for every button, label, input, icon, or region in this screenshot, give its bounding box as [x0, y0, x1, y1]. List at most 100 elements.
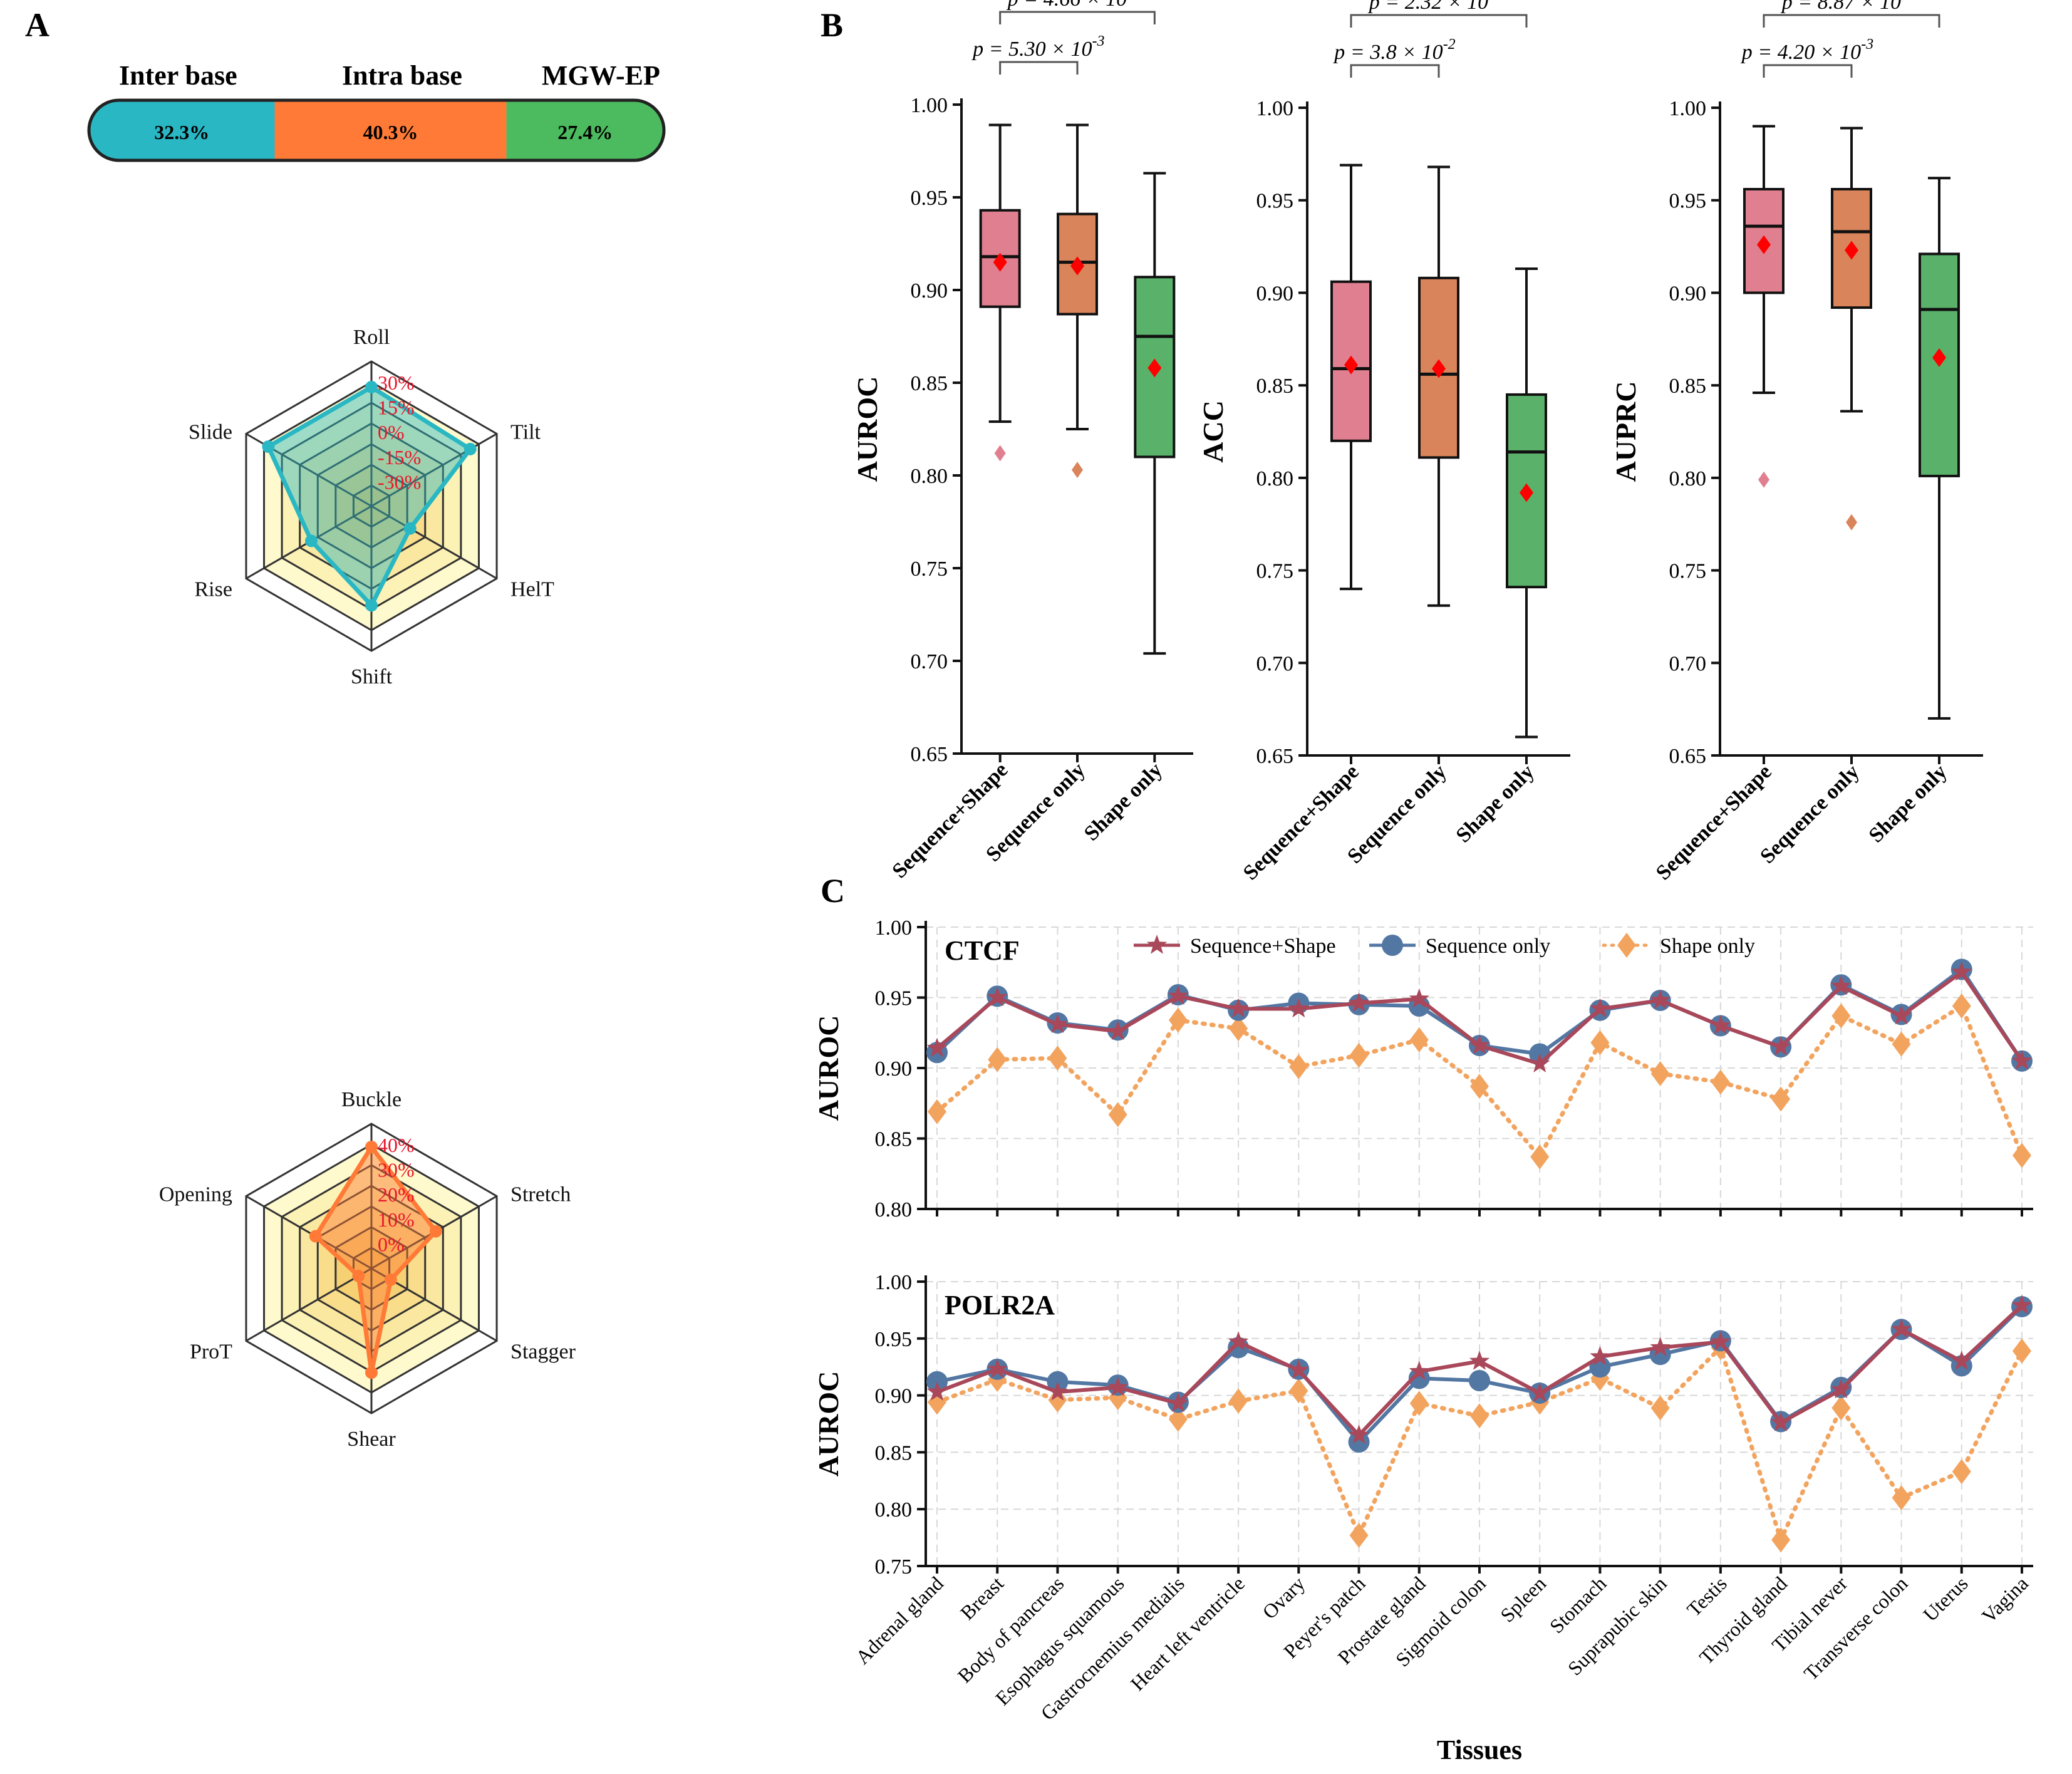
box-outlier [1758, 471, 1769, 488]
composition-value-mgw: 27.4% [557, 121, 613, 143]
y-tick-label: 0.90 [875, 1057, 913, 1081]
point-sequence-shape [1650, 990, 1671, 1009]
radar-axis-label-tilt: Tilt [510, 421, 541, 444]
point-sequence-only [1408, 1367, 1430, 1389]
y-tick-label: 0.95 [1256, 190, 1294, 213]
y-tick-label: 1.00 [875, 916, 913, 940]
y-tick-label: 0.65 [1256, 745, 1294, 768]
significance-bracket [999, 11, 1156, 24]
radar-point-tilt [464, 442, 477, 455]
point-sequence-shape [1168, 1393, 1189, 1413]
y-tick-label: 0.65 [1669, 745, 1707, 768]
y-tick-label: 0.95 [875, 1328, 913, 1351]
y-tick-label: 0.95 [1669, 190, 1707, 213]
panel-label-a: A [25, 6, 49, 44]
point-sequence-shape [1891, 1319, 1912, 1338]
point-sequence-shape [1650, 1337, 1671, 1357]
point-shape-only [2012, 1338, 2031, 1364]
point-shape-only [1289, 1378, 1308, 1404]
box-outlier [1072, 462, 1083, 479]
radar-axis-label-rise: Rise [194, 578, 232, 601]
y-tick-label: 0.95 [911, 187, 948, 210]
radar-ring-label: 20% [378, 1183, 415, 1206]
radar-axis-label-buckle: Buckle [341, 1088, 401, 1111]
p-value-label: p = 2.32 × 10-18 [1368, 0, 1508, 14]
composition-segment-mgw [506, 100, 664, 160]
chart-title-ctcf: CTCF [945, 935, 1020, 966]
composition-segment-inter [89, 100, 275, 160]
point-shape-only [1409, 1391, 1429, 1416]
point-shape-only [1952, 993, 1971, 1019]
composition-label-intra: Intra base [342, 60, 462, 91]
point-sequence-shape [1590, 998, 1610, 1018]
legend-label-sequence-only: Sequence only [1426, 935, 1550, 958]
p-value-label: p = 8.87 × 10-18 [1781, 0, 1921, 14]
point-sequence-shape [1349, 992, 1369, 1012]
y-tick-label: 0.75 [875, 1555, 913, 1579]
y-tick-label: 1.00 [911, 94, 948, 117]
significance-bracket [1350, 64, 1440, 78]
point-sequence-shape [1288, 998, 1309, 1018]
box-shape-only [1919, 252, 1960, 477]
p-value-label: p = 3.8 × 10-2 [1333, 36, 1455, 64]
radar-point-slide [262, 440, 275, 453]
radar-spoke [246, 1267, 372, 1342]
point-sequence-shape [1469, 1035, 1490, 1054]
significance-bracket [1350, 14, 1528, 28]
box-mean-marker [1520, 483, 1533, 502]
point-shape-only [1892, 1485, 1911, 1511]
p-value-label: p = 4.20 × 10-3 [1741, 36, 1873, 64]
composition-value-inter: 32.3% [154, 121, 209, 143]
point-sequence-shape [987, 987, 1008, 1007]
point-sequence-shape [1710, 1015, 1731, 1035]
point-shape-only [1409, 1027, 1429, 1052]
radar-ring-label: 10% [378, 1208, 415, 1231]
radar-point-buckle [365, 1140, 378, 1153]
y-tick-label: 0.70 [1256, 652, 1294, 675]
box-mean-marker [1757, 235, 1771, 254]
point-sequence-shape [1107, 1020, 1128, 1040]
point-sequence-shape [1530, 1382, 1550, 1402]
radar-ring-label: 0% [378, 421, 405, 443]
box-sequence-shape [1330, 280, 1372, 442]
point-shape-only [1289, 1054, 1308, 1079]
y-tick-label: 0.65 [911, 743, 948, 766]
point-sequence-only [1348, 1431, 1370, 1453]
radar-axis-label-opening: Opening [159, 1183, 232, 1206]
y-tick-label: 1.00 [875, 1271, 913, 1294]
y-tick-label: 0.75 [1256, 560, 1294, 583]
y-axis-title: AUROC [851, 376, 883, 482]
point-sequence-shape [1770, 1412, 1791, 1431]
point-shape-only [1470, 1403, 1489, 1429]
radar-outer-frame [245, 1123, 498, 1414]
composition-segment-intra [274, 100, 507, 160]
line-chart-legend: Sequence+Shape Sequence only Shape only [1134, 933, 1755, 958]
point-sequence-shape [1951, 1351, 1972, 1370]
box-outlier [1846, 514, 1857, 531]
y-tick-label: 0.85 [875, 1441, 913, 1465]
radar-axis-label-stretch: Stretch [510, 1183, 571, 1206]
p-value-label: p = 4.66 × 10-20 [1007, 0, 1147, 11]
point-shape-only [1349, 1522, 1369, 1548]
point-sequence-shape [1409, 1361, 1429, 1381]
y-tick-label: 0.90 [1669, 282, 1707, 305]
point-sequence-shape [1228, 998, 1249, 1018]
radar-axis-label-helt: HelT [510, 578, 554, 601]
y-tick-label: 0.75 [1669, 560, 1707, 583]
point-sequence-shape [1590, 1346, 1610, 1366]
point-shape-only [1168, 1406, 1188, 1432]
point-shape-only [928, 1099, 946, 1124]
y-tick-label: 1.00 [1256, 97, 1294, 120]
y-tick-label: 0.80 [1669, 467, 1707, 490]
line-chart-ctcf: 0.80 0.85 0.90 0.95 1.00 AUROC CTCF [812, 916, 2033, 1222]
point-sequence-shape [1891, 1005, 1912, 1025]
box-mean-marker [1432, 359, 1446, 378]
y-tick-label: 0.85 [911, 372, 948, 395]
legend-marker-shape-only [1617, 933, 1636, 958]
radar-ring-label: 40% [378, 1134, 415, 1156]
box-sequence-only [1418, 276, 1459, 459]
legend-marker-sequence-shape [1146, 935, 1168, 954]
point-shape-only [1711, 1069, 1730, 1095]
